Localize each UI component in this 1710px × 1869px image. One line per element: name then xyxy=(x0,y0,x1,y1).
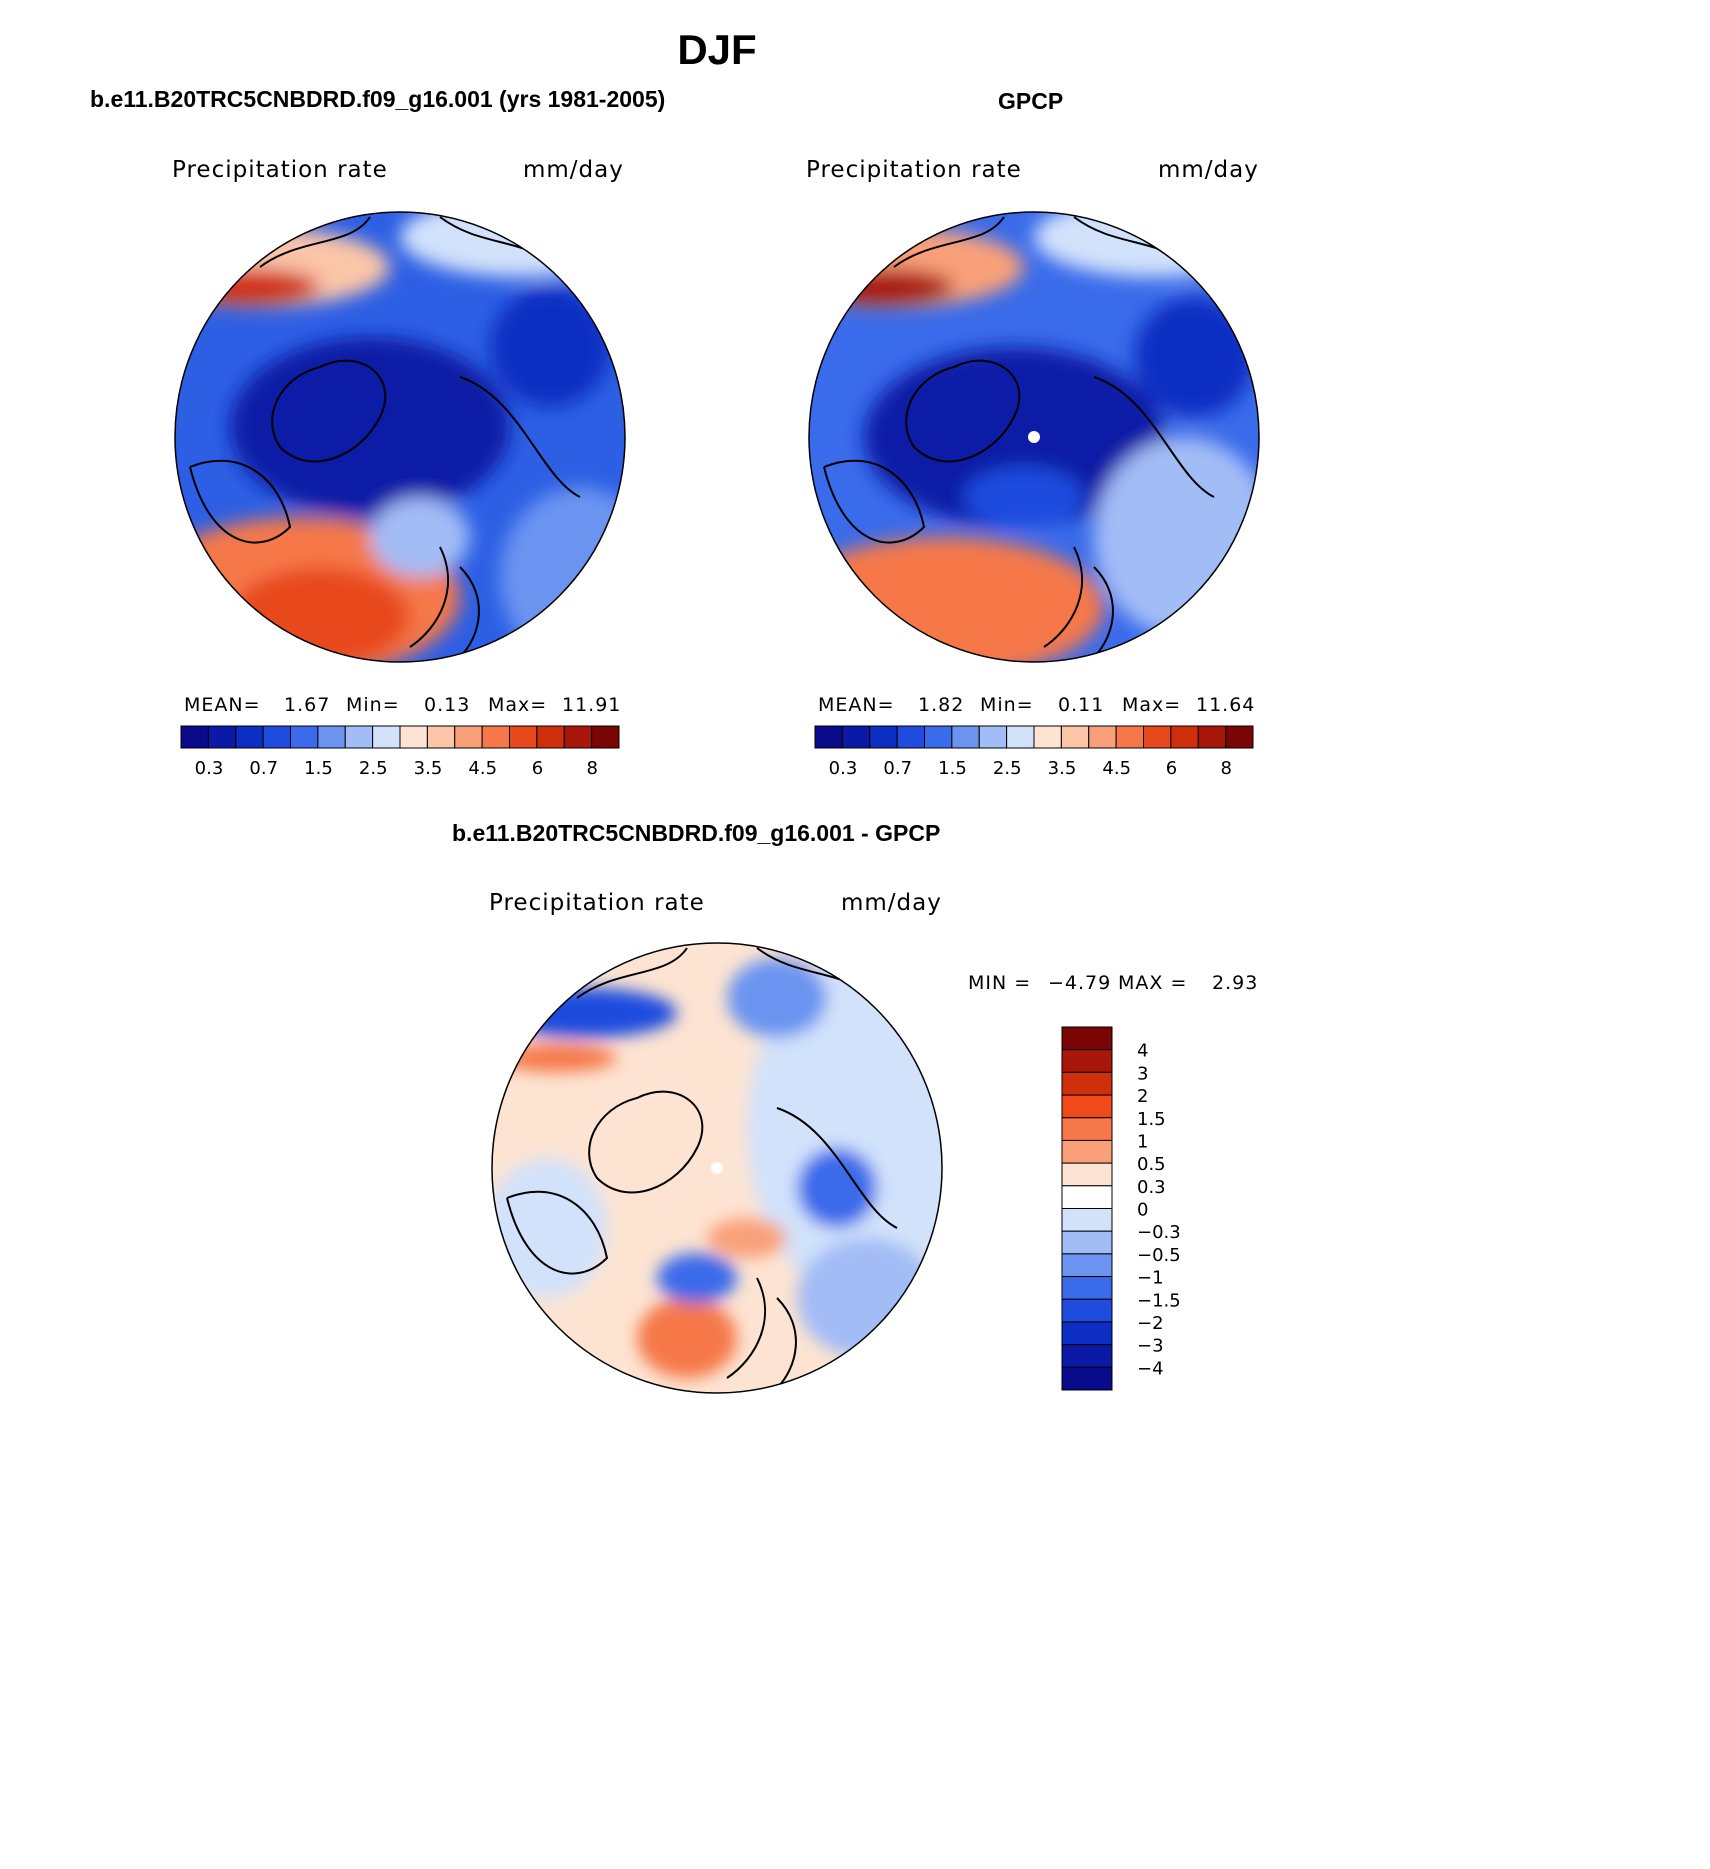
colorbar-tick-label: 0.7 xyxy=(249,758,278,779)
colorbar-tick-label: 0.3 xyxy=(829,758,858,779)
colorbar-tick-label: 1.5 xyxy=(1137,1109,1166,1130)
model-units-label: mm/day xyxy=(523,157,624,183)
colorbar-tick-label: 4.5 xyxy=(468,758,497,779)
model-max-value: 11.91 xyxy=(562,694,622,716)
diff-min-label: MIN = xyxy=(968,972,1032,994)
pole-hole xyxy=(1028,431,1040,443)
figure-title: DJF xyxy=(677,26,757,73)
obs-variable-label: Precipitation rate xyxy=(806,157,1022,183)
model-panel-title: b.e11.B20TRC5CNBDRD.f09_g16.001 (yrs 198… xyxy=(90,86,666,112)
obs-panel-title: GPCP xyxy=(998,88,1064,114)
colorbar-tick-label: 3.5 xyxy=(1048,758,1077,779)
colorbar-swatch xyxy=(1061,1276,1113,1300)
colorbar-tick-label: 0.3 xyxy=(1137,1177,1166,1198)
model-variable-label: Precipitation rate xyxy=(172,157,388,183)
colorbar-tick-label: 4 xyxy=(1137,1041,1148,1062)
colorbar-swatch xyxy=(1061,1298,1113,1323)
colorbar-tick-label: 1.5 xyxy=(304,758,333,779)
colorbar-tick-label: 0.3 xyxy=(195,758,224,779)
obs-min-value: 0.11 xyxy=(1058,694,1105,716)
colorbar-swatch xyxy=(1061,1071,1113,1096)
colorbar-swatch xyxy=(1061,1208,1113,1232)
colorbar-swatch xyxy=(1061,1049,1113,1073)
colorbar-tick-label: 2 xyxy=(1137,1086,1148,1107)
obs-max-value: 11.64 xyxy=(1196,694,1256,716)
colorbar-swatch xyxy=(1061,1253,1113,1278)
colorbar-tick-label: 2.5 xyxy=(359,758,388,779)
colorbar-tick-label: −0.5 xyxy=(1137,1245,1181,1266)
colorbar-swatch xyxy=(1061,1162,1113,1187)
colorbar-tick-label: 8 xyxy=(587,758,598,779)
model-mean-value: 1.67 xyxy=(284,694,331,716)
model-mean-label: MEAN= xyxy=(184,694,261,716)
model-polar-map xyxy=(174,211,626,663)
colorbar-tick-label: −0.3 xyxy=(1137,1222,1181,1243)
obs-mean-value: 1.82 xyxy=(918,694,965,716)
diff-min-value: −4.79 xyxy=(1048,972,1112,994)
colorbar-tick-label: −1 xyxy=(1137,1268,1164,1289)
colorbar-tick-label: 2.5 xyxy=(993,758,1022,779)
colorbar-tick-label: 3 xyxy=(1137,1063,1148,1084)
colorbar-swatch xyxy=(591,725,620,749)
colorbar-swatch xyxy=(1225,725,1254,749)
colorbar-tick-label: 6 xyxy=(1166,758,1177,779)
colorbar-tick-label: 0 xyxy=(1137,1200,1148,1221)
colorbar-tick-label: 8 xyxy=(1221,758,1232,779)
model-max-label: Max= xyxy=(488,694,548,716)
colorbar-tick-label: −2 xyxy=(1137,1313,1164,1334)
colorbar-swatch xyxy=(1061,1139,1113,1164)
diff-units-label: mm/day xyxy=(841,890,942,916)
colorbar-swatch xyxy=(1061,1321,1113,1346)
diff-panel-title: b.e11.B20TRC5CNBDRD.f09_g16.001 - GPCP xyxy=(452,820,941,846)
colorbar-tick-label: −1.5 xyxy=(1137,1290,1181,1311)
colorbar-tick-label: −3 xyxy=(1137,1336,1164,1357)
colorbar-swatch xyxy=(1061,1094,1113,1119)
model-min-value: 0.13 xyxy=(424,694,471,716)
colorbar-tick-label: 1.5 xyxy=(938,758,967,779)
diff-polar-map xyxy=(491,942,943,1394)
diff-variable-label: Precipitation rate xyxy=(489,890,705,916)
colorbar-tick-label: 0.7 xyxy=(883,758,912,779)
colorbar-tick-label: 6 xyxy=(532,758,543,779)
obs-mean-label: MEAN= xyxy=(818,694,895,716)
colorbar-swatch xyxy=(1061,1117,1113,1141)
colorbar-swatch xyxy=(1061,1366,1113,1391)
model-min-label: Min= xyxy=(346,694,400,716)
obs-min-label: Min= xyxy=(980,694,1034,716)
colorbar-swatch xyxy=(1061,1230,1113,1255)
colorbar-swatch xyxy=(1061,1344,1113,1368)
colorbar-swatch xyxy=(1061,1185,1113,1209)
obs-max-label: Max= xyxy=(1122,694,1182,716)
diff-max-label: MAX = xyxy=(1118,972,1188,994)
colorbar-tick-label: 0.5 xyxy=(1137,1154,1166,1175)
colorbar-tick-label: 3.5 xyxy=(414,758,443,779)
obs-polar-map xyxy=(808,211,1260,663)
colorbar-tick-label: −4 xyxy=(1137,1358,1164,1379)
colorbar-swatch xyxy=(1061,1026,1113,1051)
colorbar-tick-label: 4.5 xyxy=(1102,758,1131,779)
pole-hole xyxy=(711,1162,723,1174)
diff-max-value: 2.93 xyxy=(1212,972,1259,994)
colorbar-tick-label: 1 xyxy=(1137,1131,1148,1152)
obs-units-label: mm/day xyxy=(1158,157,1259,183)
